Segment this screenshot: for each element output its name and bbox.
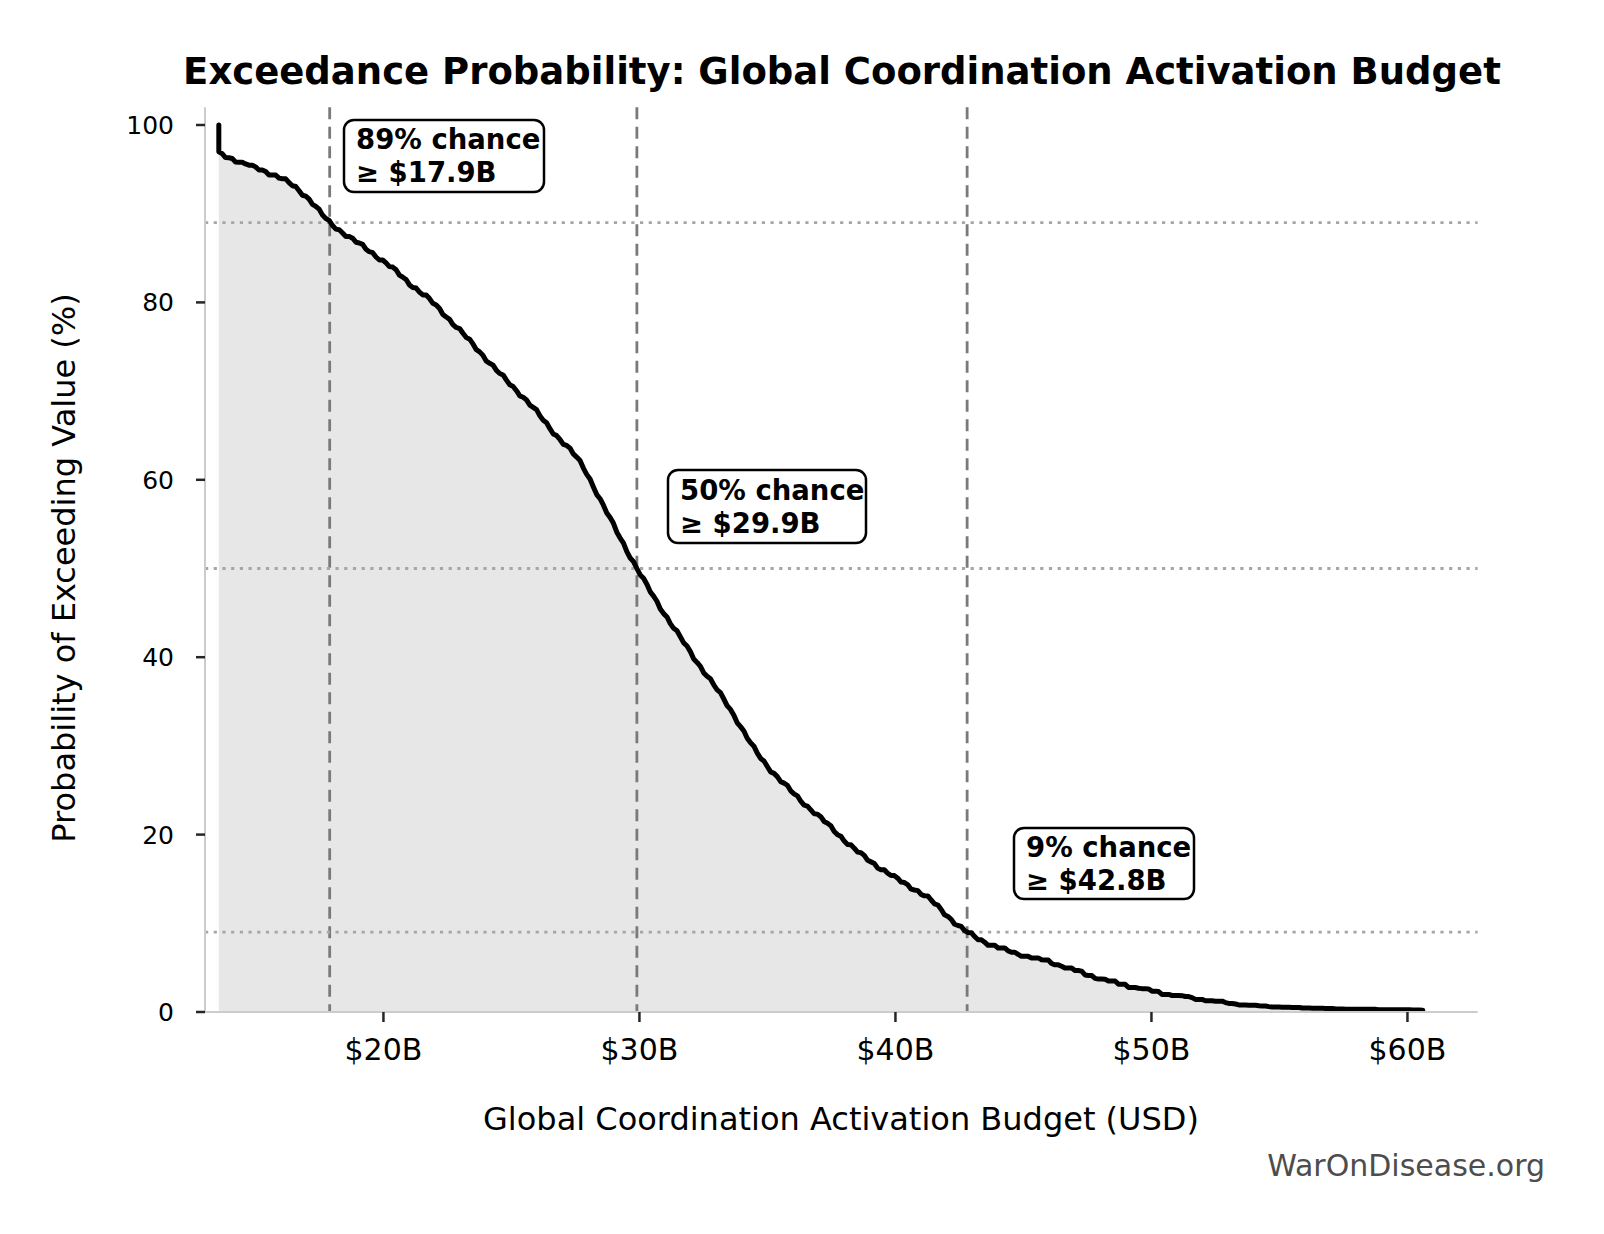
y-axis-label: Probability of Exceeding Value (%) xyxy=(45,293,83,842)
annotation-line1: 89% chance xyxy=(356,123,540,155)
x-tick-label: $30B xyxy=(601,1032,679,1067)
y-tick-label: 60 xyxy=(142,466,174,495)
annotation-line2: ≥ $42.8B xyxy=(1026,864,1167,896)
y-tick-label: 40 xyxy=(142,643,174,672)
x-tick-label: $60B xyxy=(1369,1032,1447,1067)
annotation-89-chance: 89% chance ≥ $17.9B xyxy=(344,120,544,192)
exceedance-probability-chart: $20B $30B $40B $50B $60B 0 20 40 60 80 100 Exceeda… xyxy=(0,0,1604,1234)
annotation-line2: ≥ $29.9B xyxy=(680,507,821,539)
y-tick-label: 100 xyxy=(126,111,174,140)
y-tick-label: 0 xyxy=(158,998,174,1027)
annotation-9-chance: 9% chance ≥ $42.8B xyxy=(1014,828,1194,899)
annotation-line1: 50% chance xyxy=(680,474,864,506)
x-tick-label: $50B xyxy=(1113,1032,1191,1067)
x-axis-label: Global Coordination Activation Budget (U… xyxy=(483,1100,1199,1138)
x-tick-label: $40B xyxy=(857,1032,935,1067)
watermark: WarOnDisease.org xyxy=(1267,1148,1545,1183)
annotation-50-chance: 50% chance ≥ $29.9B xyxy=(668,470,866,543)
annotation-line1: 9% chance xyxy=(1026,831,1191,863)
y-tick-label: 80 xyxy=(142,288,174,317)
chart-title: Exceedance Probability: Global Coordinat… xyxy=(183,50,1501,93)
annotation-line2: ≥ $17.9B xyxy=(356,156,497,188)
y-tick-label: 20 xyxy=(142,821,174,850)
x-tick-label: $20B xyxy=(345,1032,423,1067)
